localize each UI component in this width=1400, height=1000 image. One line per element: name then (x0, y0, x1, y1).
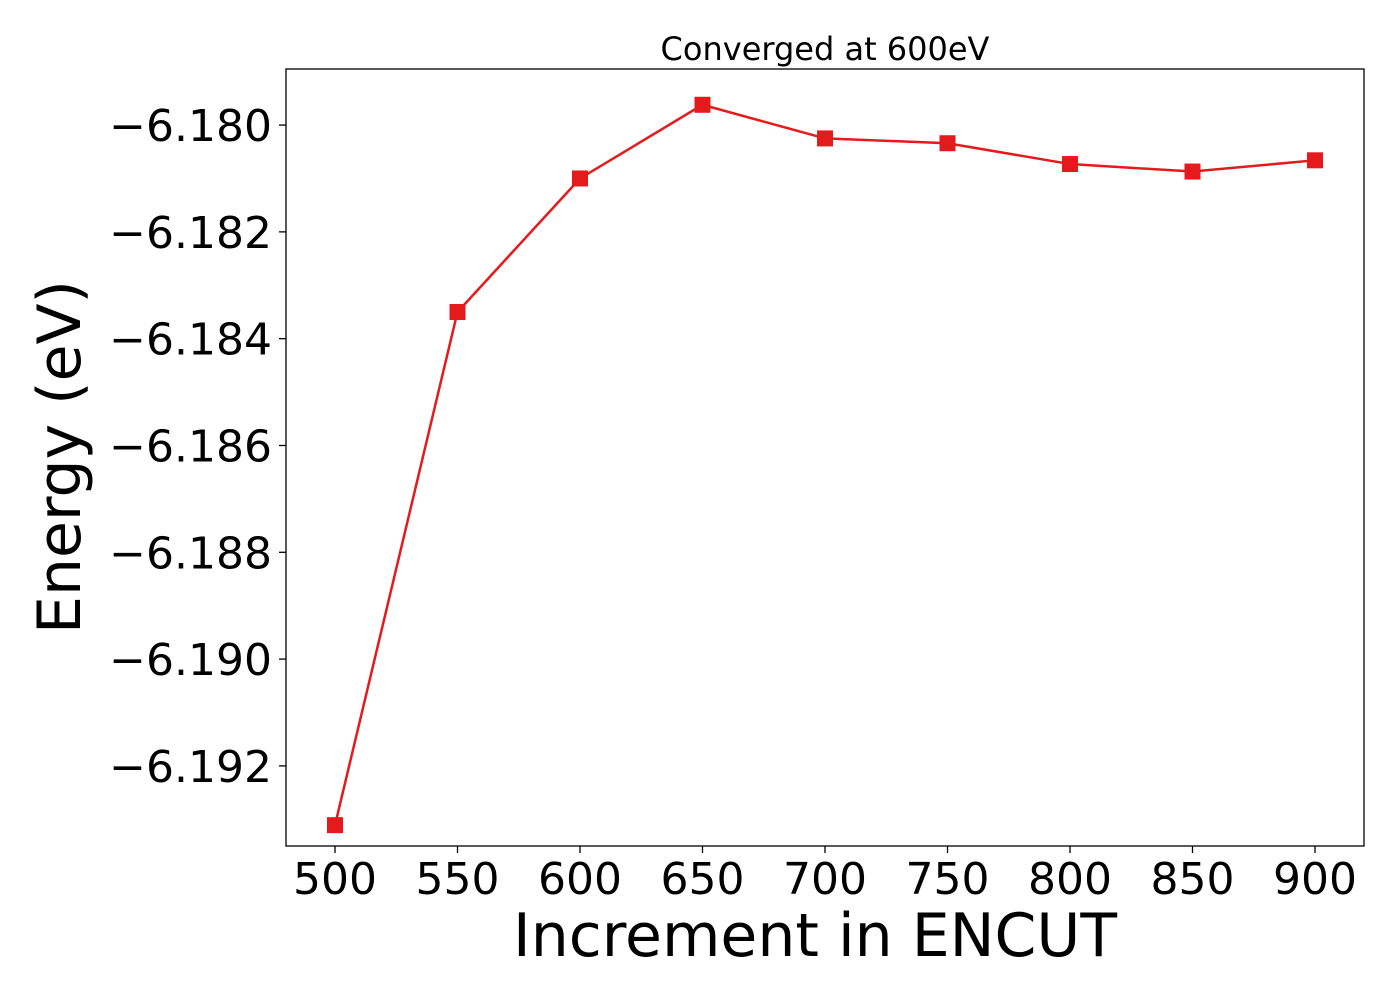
data-point-marker (817, 130, 833, 147)
y-tick-label: −6.184 (109, 315, 272, 366)
x-tick-label: 750 (906, 854, 990, 905)
x-tick-label: 700 (783, 854, 867, 905)
series-layer (327, 96, 1323, 834)
x-tick-label: 600 (538, 854, 622, 905)
chart-title: Converged at 600eV (661, 30, 990, 68)
y-tick-label: −6.188 (109, 528, 272, 579)
data-point-marker (449, 303, 466, 320)
y-axis-ticks: −6.180 −6.182 −6.184 −6.186 −6.188 −6.190 −6.1… (109, 101, 286, 793)
series-line (333, 103, 1316, 826)
x-tick-label: 900 (1273, 854, 1357, 905)
data-point-marker (694, 96, 711, 113)
data-point-marker (327, 817, 343, 834)
x-tick-label: 850 (1151, 854, 1235, 905)
y-axis-label: Energy (eV) (25, 280, 95, 634)
data-point-marker (572, 170, 588, 187)
y-tick-label: −6.186 (109, 421, 272, 472)
y-tick-label: −6.190 (109, 635, 272, 686)
x-tick-label: 550 (416, 854, 500, 905)
data-point-marker (939, 135, 956, 152)
x-tick-label: 500 (293, 854, 377, 905)
x-tick-label: 650 (661, 854, 745, 905)
y-tick-label: −6.180 (109, 101, 272, 152)
data-point-marker (1307, 152, 1323, 169)
plot-area-frame (285, 68, 1365, 847)
y-tick-label: −6.182 (109, 208, 272, 259)
y-tick-label: −6.192 (109, 742, 272, 793)
x-tick-label: 800 (1028, 854, 1112, 905)
x-axis-ticks: 500 550 600 650 700 750 800 850 900 (293, 846, 1357, 905)
data-point-marker (1062, 156, 1078, 173)
x-axis-label: Increment in ENCUT (513, 901, 1117, 971)
data-point-marker (1184, 163, 1201, 180)
